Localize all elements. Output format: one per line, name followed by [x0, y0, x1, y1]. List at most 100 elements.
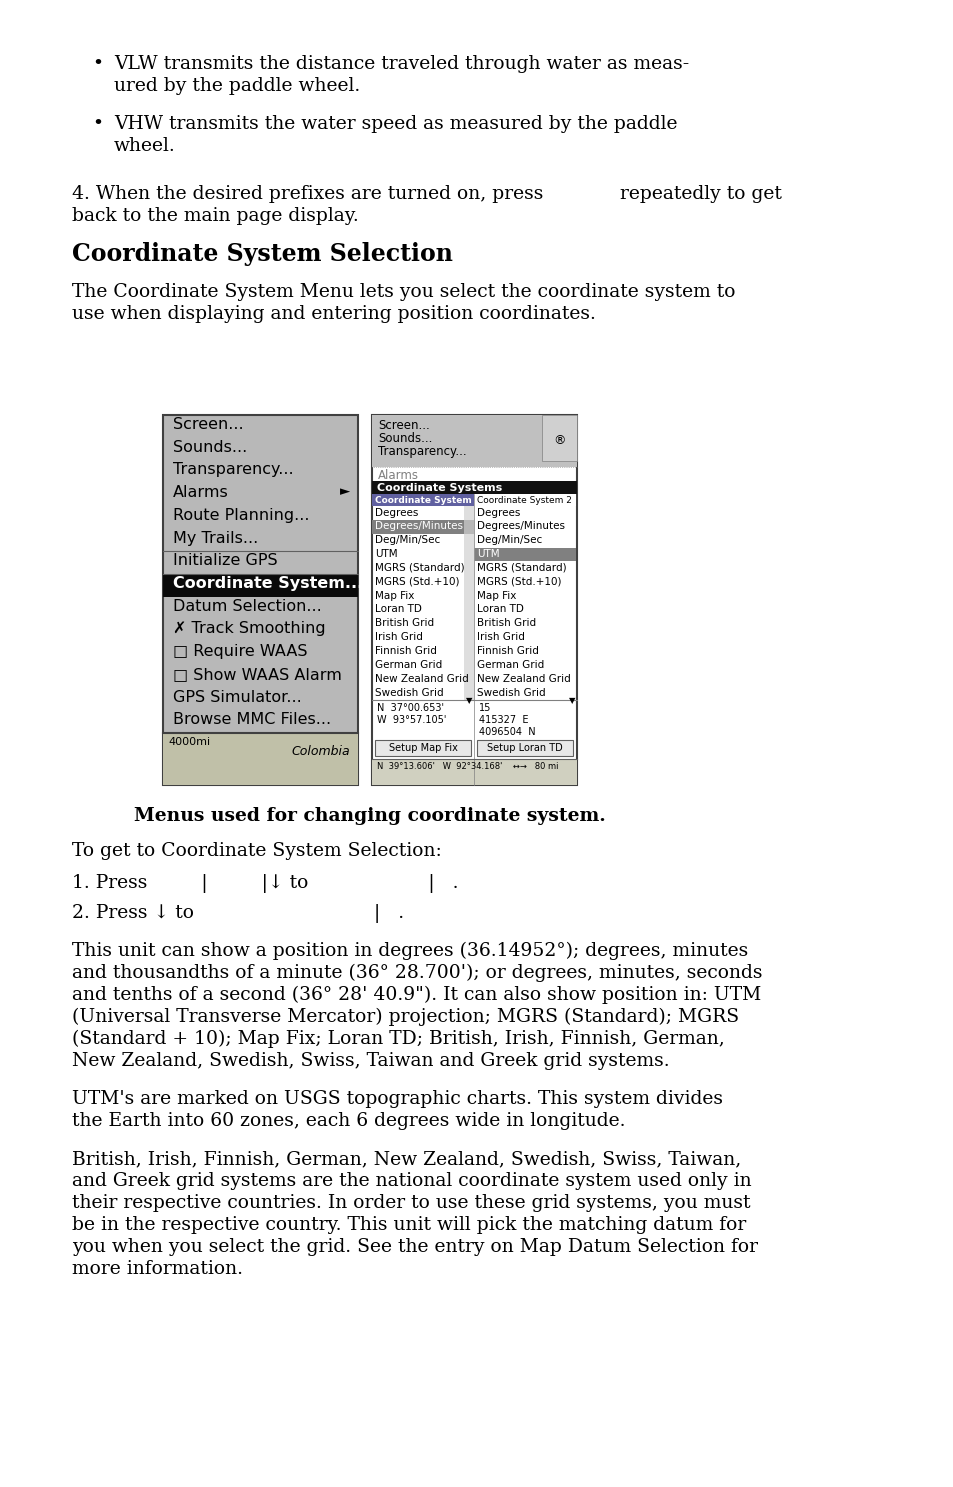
Text: Irish Grid: Irish Grid — [375, 632, 422, 642]
Text: Loran TD: Loran TD — [476, 605, 523, 614]
Text: wheel.: wheel. — [113, 137, 175, 155]
Text: UTM: UTM — [476, 549, 499, 559]
Text: N  37°00.653': N 37°00.653' — [376, 703, 443, 712]
Text: Degrees/Minutes: Degrees/Minutes — [375, 522, 462, 531]
Text: the Earth into 60 zones, each 6 degrees wide in longitude.: the Earth into 60 zones, each 6 degrees … — [71, 1112, 625, 1130]
Text: Coordinate Systems: Coordinate Systems — [376, 483, 501, 494]
Text: Coordinate System Selection: Coordinate System Selection — [71, 242, 453, 266]
Text: •: • — [91, 114, 103, 132]
Text: more information.: more information. — [71, 1259, 243, 1277]
Text: Setup Map Fix: Setup Map Fix — [388, 744, 456, 752]
Text: VLW transmits the distance traveled through water as meas-: VLW transmits the distance traveled thro… — [113, 55, 688, 73]
Text: New Zealand Grid: New Zealand Grid — [375, 674, 468, 684]
Text: N  39°13.606'   W  92°34.168'    ↔→   80 mi: N 39°13.606' W 92°34.168' ↔→ 80 mi — [376, 761, 558, 770]
Bar — [476, 741, 573, 755]
Text: Route Planning...: Route Planning... — [172, 509, 309, 523]
Text: ▼: ▼ — [465, 696, 472, 705]
Text: This unit can show a position in degrees (36.14952°); degrees, minutes: This unit can show a position in degrees… — [71, 941, 747, 961]
Bar — [474, 494, 576, 506]
Text: MGRS (Standard): MGRS (Standard) — [476, 564, 566, 572]
Text: Screen...: Screen... — [377, 419, 429, 433]
Text: VHW transmits the water speed as measured by the paddle: VHW transmits the water speed as measure… — [113, 114, 677, 132]
Text: Swedish Grid: Swedish Grid — [375, 687, 443, 697]
Text: Map Fix: Map Fix — [476, 590, 516, 601]
Text: ✗ Track Smoothing: ✗ Track Smoothing — [172, 622, 325, 636]
Bar — [163, 415, 357, 785]
Text: Finnish Grid: Finnish Grid — [375, 645, 436, 656]
Text: their respective countries. In order to use these grid systems, you must: their respective countries. In order to … — [71, 1194, 750, 1212]
Text: ured by the paddle wheel.: ured by the paddle wheel. — [113, 77, 360, 95]
Text: W  93°57.105': W 93°57.105' — [376, 715, 446, 726]
Text: (Standard + 10); Map Fix; Loran TD; British, Irish, Finnish, German,: (Standard + 10); Map Fix; Loran TD; Brit… — [71, 1030, 724, 1048]
Bar — [372, 480, 577, 494]
Text: Transparency...: Transparency... — [172, 462, 294, 477]
Text: MGRS (Std.+10): MGRS (Std.+10) — [375, 577, 459, 587]
Text: Alarms: Alarms — [377, 468, 418, 482]
Bar — [375, 741, 471, 755]
Text: British, Irish, Finnish, German, New Zealand, Swedish, Swiss, Taiwan,: British, Irish, Finnish, German, New Zea… — [71, 1149, 740, 1167]
Bar — [541, 415, 577, 461]
Text: British Grid: British Grid — [476, 619, 536, 629]
Text: (Universal Transverse Mercator) projection; MGRS (Standard); MGRS: (Universal Transverse Mercator) projecti… — [71, 1008, 739, 1026]
Text: German Grid: German Grid — [476, 660, 543, 671]
Text: Coordinate System 2: Coordinate System 2 — [476, 497, 571, 506]
Text: 415327  E: 415327 E — [478, 715, 528, 726]
Bar — [372, 494, 474, 506]
Text: •: • — [91, 55, 103, 73]
Text: UTM: UTM — [375, 549, 397, 559]
Text: Deg/Min/Sec: Deg/Min/Sec — [476, 535, 541, 546]
Text: 2. Press ↓ to                              |   .: 2. Press ↓ to | . — [71, 904, 404, 923]
Text: and thousandths of a minute (36° 28.700'); or degrees, minutes, seconds: and thousandths of a minute (36° 28.700'… — [71, 964, 761, 983]
Text: ®: ® — [553, 434, 566, 448]
Text: German Grid: German Grid — [375, 660, 442, 671]
Text: ▼: ▼ — [568, 696, 575, 705]
Text: you when you select the grid. See the entry on Map Datum Selection for: you when you select the grid. See the en… — [71, 1239, 758, 1257]
Text: □ Require WAAS: □ Require WAAS — [172, 644, 307, 659]
Text: GPS Simulator...: GPS Simulator... — [172, 690, 301, 705]
Text: Degrees/Minutes: Degrees/Minutes — [476, 522, 564, 531]
Text: 15: 15 — [478, 703, 491, 712]
Bar — [474, 547, 576, 562]
Text: Sounds...: Sounds... — [377, 433, 432, 445]
Text: British Grid: British Grid — [375, 619, 434, 629]
Text: Irish Grid: Irish Grid — [476, 632, 524, 642]
Text: 4096504  N: 4096504 N — [478, 727, 535, 738]
Text: Sounds...: Sounds... — [172, 440, 247, 455]
Bar — [163, 574, 357, 596]
Text: Menus used for changing coordinate system.: Menus used for changing coordinate syste… — [134, 807, 605, 825]
Text: and Greek grid systems are the national coordinate system used only in: and Greek grid systems are the national … — [71, 1172, 751, 1190]
Text: back to the main page display.: back to the main page display. — [71, 207, 358, 225]
Text: MGRS (Standard): MGRS (Standard) — [375, 564, 464, 572]
Text: use when displaying and entering position coordinates.: use when displaying and entering positio… — [71, 305, 596, 323]
Text: Degrees: Degrees — [375, 507, 418, 517]
Text: and tenths of a second (36° 28' 40.9"). It can also show position in: UTM: and tenths of a second (36° 28' 40.9"). … — [71, 986, 760, 1004]
Text: □ Show WAAS Alarm: □ Show WAAS Alarm — [172, 666, 341, 683]
Text: Deg/Min/Sec: Deg/Min/Sec — [375, 535, 439, 546]
Text: be in the respective country. This unit will pick the matching datum for: be in the respective country. This unit … — [71, 1216, 745, 1234]
Text: New Zealand Grid: New Zealand Grid — [476, 674, 570, 684]
Text: New Zealand, Swedish, Swiss, Taiwan and Greek grid systems.: New Zealand, Swedish, Swiss, Taiwan and … — [71, 1051, 669, 1071]
Text: 4000mi: 4000mi — [168, 738, 210, 746]
Text: Browse MMC Files...: Browse MMC Files... — [172, 712, 331, 727]
Bar — [372, 520, 474, 534]
Text: Coordinate System...: Coordinate System... — [172, 575, 363, 590]
Text: 4. When the desired prefixes are turned on, press: 4. When the desired prefixes are turned … — [71, 184, 543, 204]
Text: Swedish Grid: Swedish Grid — [476, 687, 545, 697]
Text: 1. Press         |         |↓ to                    |   .: 1. Press | |↓ to | . — [71, 874, 458, 894]
Text: MGRS (Std.+10): MGRS (Std.+10) — [476, 577, 561, 587]
Bar — [372, 758, 577, 785]
Text: Initialize GPS: Initialize GPS — [172, 553, 277, 568]
Text: repeatedly to get: repeatedly to get — [619, 184, 781, 204]
Text: Colombia: Colombia — [291, 745, 350, 758]
Bar — [372, 415, 577, 467]
Text: Loran TD: Loran TD — [375, 605, 421, 614]
Bar — [372, 415, 577, 785]
Text: Setup Loran TD: Setup Loran TD — [487, 744, 562, 752]
Bar — [163, 733, 357, 785]
Text: Coordinate System 1: Coordinate System 1 — [375, 497, 480, 506]
Text: Transparency...: Transparency... — [377, 445, 466, 458]
Bar — [463, 506, 474, 700]
Text: Degrees: Degrees — [476, 507, 519, 517]
Text: UTM's are marked on USGS topographic charts. This system divides: UTM's are marked on USGS topographic cha… — [71, 1090, 722, 1108]
Text: Map Fix: Map Fix — [375, 590, 414, 601]
